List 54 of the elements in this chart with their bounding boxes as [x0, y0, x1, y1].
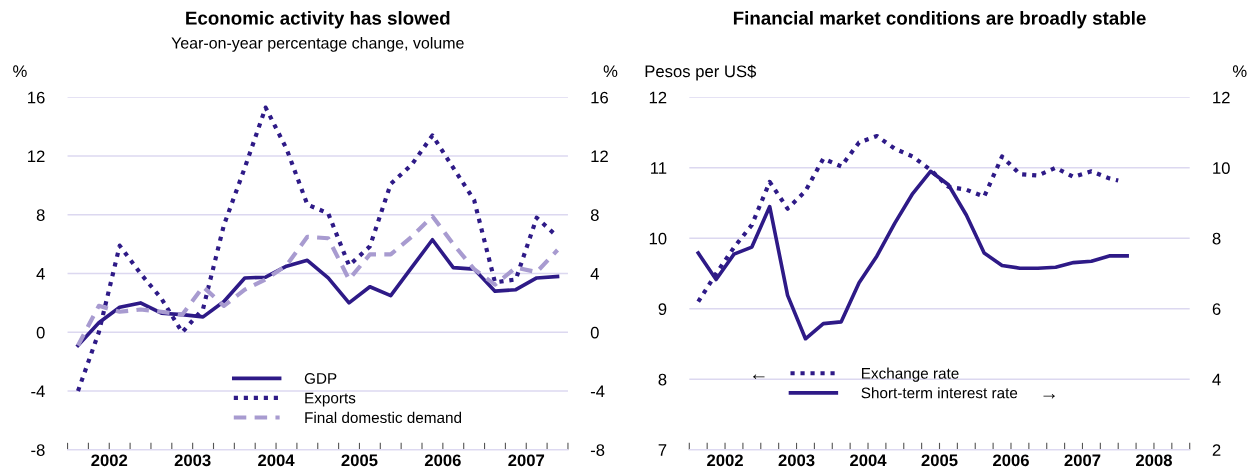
x-tick-label: 2002	[707, 454, 743, 467]
y2-tick-label: 2	[1212, 444, 1221, 456]
chart-title: Financial market conditions are broadly stable	[733, 11, 1146, 29]
x-tick-label: 2008	[1136, 454, 1172, 467]
legend-label: Exports	[305, 392, 356, 407]
y2-tick-label: 12	[591, 150, 608, 163]
y2-tick-label: 16	[591, 91, 608, 104]
x-tick-label: 2002	[91, 454, 128, 467]
legend-label: GDP	[304, 373, 337, 384]
x-tick-label: 2007	[508, 454, 545, 467]
y-tick-label: 12	[649, 91, 667, 104]
y2-tick-label: 4	[1212, 373, 1221, 386]
y-tick-label: 8	[36, 209, 45, 221]
y-tick-label: 12	[28, 150, 45, 163]
y-tick-label: -4	[31, 385, 45, 398]
line-series	[75, 214, 560, 348]
y-tick-label: 4	[36, 268, 45, 280]
y2-tick-label: 12	[1213, 91, 1230, 104]
x-tick-label: 2006	[424, 454, 461, 467]
y-tick-label: 7	[658, 444, 667, 456]
y-tick-label: 10	[649, 232, 667, 245]
y2-tick-label: -4	[590, 385, 605, 398]
x-tick-label: 2007	[1064, 454, 1101, 467]
y2-tick-label: 8	[1212, 232, 1221, 245]
x-tick-label: 2005	[921, 454, 958, 467]
y-axis-title: %	[13, 65, 27, 78]
y2-tick-label: -8	[590, 444, 605, 456]
chart-title: Economic activity has slowed	[186, 11, 450, 29]
x-tick-label: 2006	[993, 454, 1029, 467]
legend-label: Short-term interest rate	[861, 387, 1018, 399]
y-tick-label: 8	[658, 373, 667, 386]
y-tick-label: -8	[31, 444, 45, 456]
y-tick-label: 16	[28, 91, 45, 104]
x-tick-label: 2004	[850, 454, 887, 467]
x-tick-label: 2004	[258, 454, 295, 467]
y-tick-label: 0	[36, 326, 45, 339]
y-tick-label: 11	[651, 162, 667, 174]
y2-axis-title: %	[603, 65, 618, 78]
y2-tick-label: 6	[1212, 303, 1221, 315]
legend-label: Exchange rate	[862, 367, 959, 382]
annotation: →	[1043, 393, 1055, 399]
y-axis-title: Pesos per US$	[645, 64, 757, 81]
y2-axis-title: %	[1232, 65, 1247, 78]
y2-tick-label: 8	[590, 209, 599, 221]
y-tick-label: 9	[658, 303, 667, 315]
annotation: ←	[753, 374, 765, 380]
y2-tick-label: 4	[590, 268, 599, 280]
x-tick-label: 2003	[778, 454, 815, 467]
y2-tick-label: 0	[590, 326, 599, 339]
y2-tick-label: 10	[1213, 162, 1230, 174]
chart-subtitle: Year-on-year percentage change, volume	[171, 36, 464, 52]
legend-label: Final domestic demand	[305, 411, 462, 424]
x-tick-label: 2005	[341, 454, 378, 467]
x-tick-label: 2003	[174, 454, 211, 467]
